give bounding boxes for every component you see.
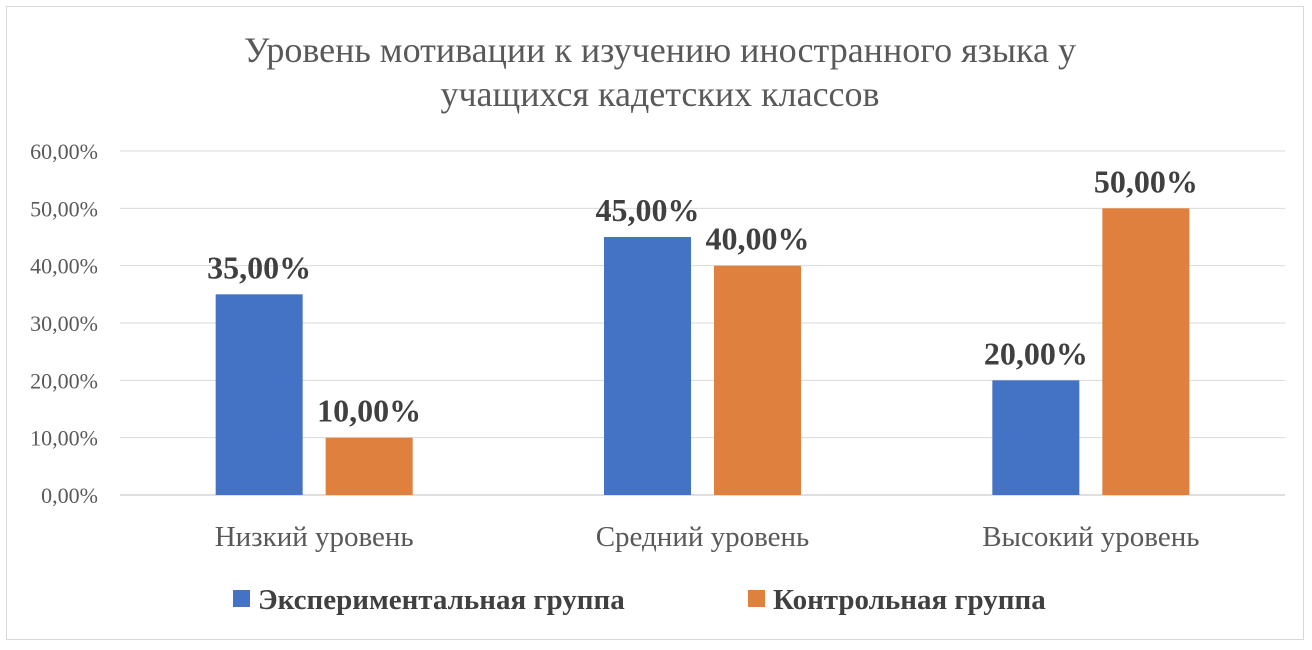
bar <box>325 437 413 495</box>
data-label: 50,00% <box>1094 163 1198 199</box>
chart-title: Уровень мотивации к изучению иностранног… <box>244 30 1076 114</box>
y-tick-label: 20,00% <box>30 368 98 393</box>
category-label: Средний уровень <box>596 521 810 553</box>
y-tick-label: 10,00% <box>30 426 98 451</box>
legend-label: Экспериментальная группа <box>258 584 625 616</box>
bar <box>604 237 691 495</box>
y-axis-tick-labels: 0,00% 10,00% 20,00% 30,00% 40,00% 50,00% 60,00… <box>30 139 98 508</box>
bar <box>992 380 1080 495</box>
y-tick-label: 60,00% <box>30 139 98 164</box>
legend-label: Контрольная группа <box>773 584 1046 616</box>
data-labels: 35,00% 10,00% 45,00%40,00% 20,00% 50,00% <box>207 163 1198 428</box>
legend-swatch <box>233 590 250 607</box>
category-label: Высокий уровень <box>982 521 1199 553</box>
y-tick-label: 30,00% <box>30 311 98 336</box>
bar <box>215 294 303 495</box>
bar <box>1102 208 1190 496</box>
bars <box>215 208 1190 496</box>
bar <box>714 265 801 495</box>
category-label: Низкий уровень <box>215 521 414 553</box>
legend: Экспериментальная группа Контрольная груп… <box>233 584 1046 616</box>
y-tick-label: 0,00% <box>41 483 98 508</box>
y-tick-label: 50,00% <box>30 196 98 221</box>
data-label: 20,00% <box>984 335 1088 371</box>
data-label: 40,00% <box>706 221 810 257</box>
data-label: 10,00% <box>317 393 421 429</box>
chart-title-line-2: учащихся кадетских классов <box>440 74 879 114</box>
legend-swatch <box>748 590 765 607</box>
chart-title-line-1: Уровень мотивации к изучению иностранног… <box>244 30 1076 70</box>
data-label: 45,00% <box>596 192 700 228</box>
gridlines <box>120 150 1285 496</box>
data-label: 35,00% <box>207 249 311 285</box>
x-axis-category-labels: Низкий уровень Средний уровень Высокий уро… <box>215 521 1200 553</box>
y-tick-label: 40,00% <box>30 254 98 279</box>
